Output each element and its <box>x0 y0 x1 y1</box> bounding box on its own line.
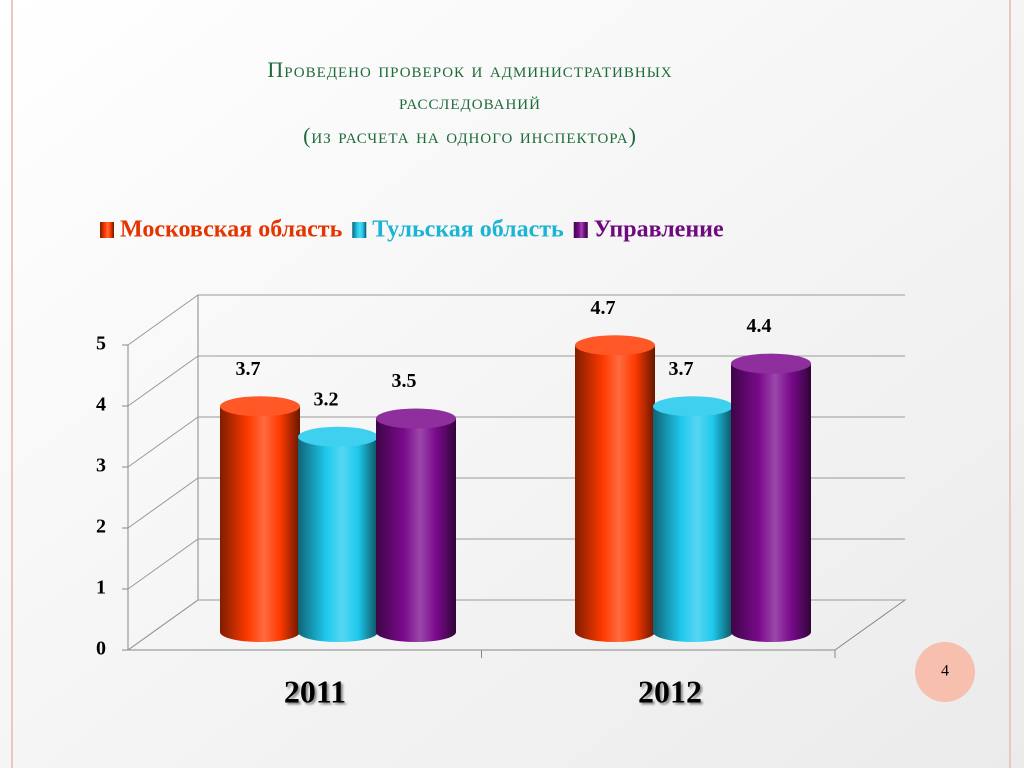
value-label: 4.4 <box>747 315 772 337</box>
bar-body <box>376 418 456 642</box>
value-label: 3.7 <box>669 358 694 380</box>
value-label: 3.2 <box>314 388 339 410</box>
grid-line <box>127 294 905 346</box>
grid-line <box>127 355 905 407</box>
legend-label: Московская область <box>120 217 343 243</box>
x-tick-label: 2011 <box>284 673 346 709</box>
legend-swatch <box>352 222 367 238</box>
y-tick-label: 1 <box>96 577 106 599</box>
bar-body <box>220 406 300 642</box>
y-tick-label: 5 <box>96 333 106 355</box>
bar-top <box>298 426 378 447</box>
bar <box>298 426 378 642</box>
bar-body <box>653 406 733 642</box>
legend-swatch <box>100 222 114 238</box>
bar <box>376 408 456 642</box>
title: Проведено проверок и административных ра… <box>267 57 672 148</box>
bar-body <box>298 436 378 642</box>
bar <box>653 396 733 642</box>
y-tick-label: 0 <box>96 638 106 660</box>
page-number: 4 <box>941 663 949 680</box>
bar-top <box>731 353 811 374</box>
title-line: (из расчета на одного инспектора) <box>303 123 637 148</box>
legend: Московская область Тульская область Управл… <box>100 217 724 243</box>
title-line: Проведено проверок и административных <box>267 57 672 82</box>
y-tick-label: 3 <box>96 455 106 477</box>
legend-label: Тульская область <box>372 217 564 243</box>
bar <box>731 353 811 642</box>
bar-top <box>575 335 655 356</box>
legend-label: Управление <box>594 217 724 243</box>
bar-top <box>220 396 300 417</box>
y-tick-label: 4 <box>96 394 106 416</box>
x-tick-label: 2012 <box>638 673 702 709</box>
page-number-badge <box>915 642 975 702</box>
value-label: 3.5 <box>392 370 417 392</box>
value-label: 4.7 <box>591 297 616 319</box>
y-tick-label: 2 <box>96 516 106 538</box>
legend-swatch <box>573 222 588 238</box>
bar-top <box>653 396 733 417</box>
bar-body <box>731 363 811 642</box>
title-line: расследований <box>399 89 541 114</box>
bar <box>220 396 300 642</box>
bar-top <box>376 408 456 429</box>
bar-body <box>575 345 655 642</box>
value-label: 3.7 <box>236 358 261 380</box>
bar <box>575 335 655 642</box>
